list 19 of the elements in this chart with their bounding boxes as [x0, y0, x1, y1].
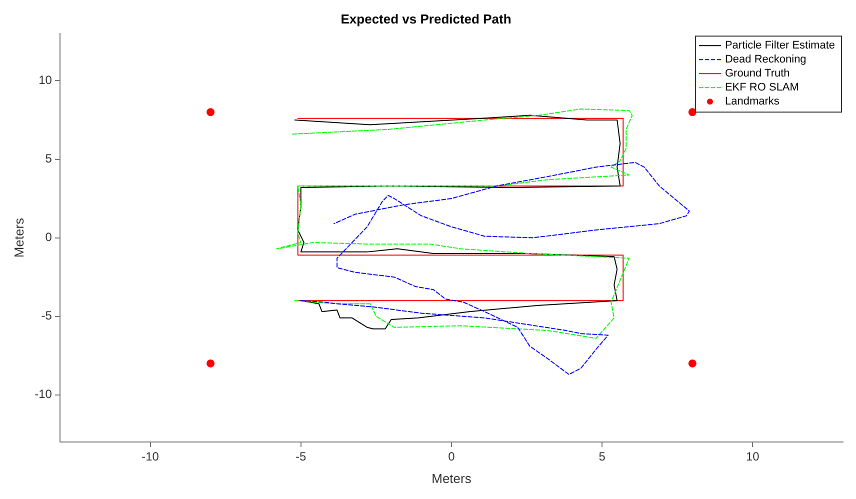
x-tick-label: 5: [598, 450, 606, 464]
y-tick-label: -10: [34, 387, 52, 402]
x-tick-label: 10: [746, 450, 760, 464]
legend-label: EKF RO SLAM: [724, 82, 799, 94]
legend-label: Ground Truth: [724, 68, 790, 80]
x-tick-label: 0: [448, 450, 456, 464]
chart-title: Expected vs Predicted Path: [340, 11, 512, 26]
y-tick-label: 0: [45, 230, 52, 244]
legend-label: Dead Reckoning: [724, 54, 806, 66]
y-tick-label: -5: [41, 308, 52, 323]
x-tick-label: -10: [142, 450, 160, 464]
line-series: [300, 162, 690, 375]
x-tick-label: -5: [296, 450, 307, 464]
legend-label: Landmarks: [724, 96, 780, 108]
y-tick-label: 10: [38, 73, 52, 88]
y-axis-title: Meters: [11, 217, 26, 258]
y-tick-label: 5: [45, 152, 52, 166]
legend-label: Particle Filter Estimate: [724, 40, 836, 52]
x-axis-title: Meters: [432, 470, 472, 486]
